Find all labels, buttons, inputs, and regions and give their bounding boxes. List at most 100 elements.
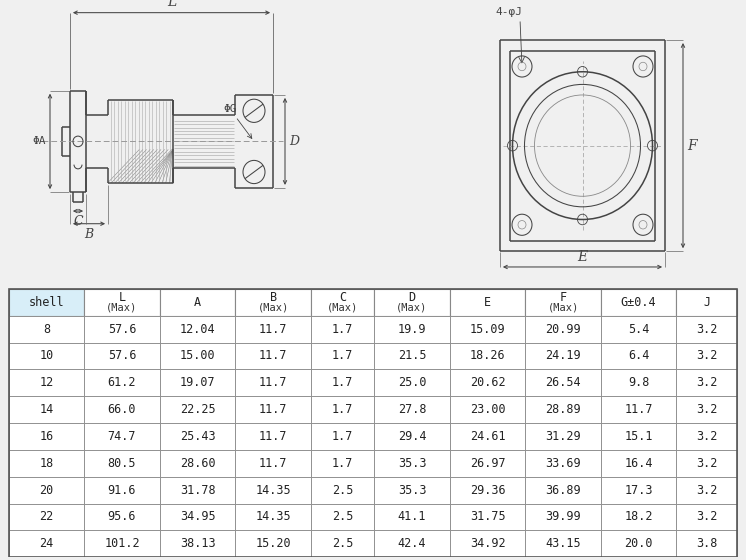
Text: 34.92: 34.92 [470, 537, 505, 550]
Bar [9, 530, 84, 557]
Bar [450, 477, 525, 503]
Text: L: L [167, 0, 176, 10]
Text: 95.6: 95.6 [107, 511, 137, 524]
Bar [601, 503, 677, 530]
Bar [9, 450, 84, 477]
Text: 14.35: 14.35 [255, 511, 291, 524]
Text: 28.60: 28.60 [180, 457, 216, 470]
Text: 3.2: 3.2 [696, 323, 718, 335]
Text: 4-φJ: 4-φJ [495, 7, 522, 17]
Bar [311, 370, 374, 396]
Text: 61.2: 61.2 [107, 376, 137, 389]
Bar [525, 289, 601, 316]
Text: G±0.4: G±0.4 [621, 296, 656, 309]
Bar [235, 423, 311, 450]
Text: 11.7: 11.7 [259, 376, 287, 389]
Text: 18.26: 18.26 [470, 349, 505, 362]
Text: ΦA: ΦA [33, 137, 46, 146]
Bar [601, 423, 677, 450]
Bar [677, 316, 737, 343]
Bar [374, 477, 450, 503]
Bar [160, 289, 235, 316]
Text: 12: 12 [40, 376, 54, 389]
Text: 74.7: 74.7 [107, 430, 137, 443]
Bar [160, 477, 235, 503]
Bar [160, 423, 235, 450]
Text: 33.69: 33.69 [545, 457, 581, 470]
Text: 15.09: 15.09 [470, 323, 505, 335]
Bar [601, 396, 677, 423]
Text: 11.7: 11.7 [259, 457, 287, 470]
Text: 20.99: 20.99 [545, 323, 581, 335]
Text: 1.7: 1.7 [332, 376, 353, 389]
Text: 80.5: 80.5 [107, 457, 137, 470]
Bar [525, 423, 601, 450]
Bar [311, 289, 374, 316]
Bar [374, 316, 450, 343]
Text: 22: 22 [40, 511, 54, 524]
Bar [84, 343, 160, 370]
Bar [311, 423, 374, 450]
Bar [311, 530, 374, 557]
Text: L: L [119, 291, 125, 304]
Text: A: A [194, 296, 201, 309]
Text: 2.5: 2.5 [332, 537, 353, 550]
Bar [160, 316, 235, 343]
Text: 29.36: 29.36 [470, 484, 505, 497]
Bar [235, 530, 311, 557]
Text: ΦG: ΦG [223, 104, 252, 138]
Text: 18: 18 [40, 457, 54, 470]
Text: 17.3: 17.3 [624, 484, 653, 497]
Text: 20.62: 20.62 [470, 376, 505, 389]
Bar [525, 343, 601, 370]
Text: 15.1: 15.1 [624, 430, 653, 443]
Bar [235, 289, 311, 316]
Bar [311, 316, 374, 343]
Text: 6.4: 6.4 [628, 349, 649, 362]
Text: 1.7: 1.7 [332, 349, 353, 362]
Bar [160, 530, 235, 557]
Bar [9, 343, 84, 370]
Text: (Max): (Max) [107, 303, 137, 312]
Text: 3.2: 3.2 [696, 430, 718, 443]
Text: 101.2: 101.2 [104, 537, 140, 550]
Text: 31.78: 31.78 [180, 484, 216, 497]
Bar [235, 503, 311, 530]
Text: C: C [339, 291, 346, 304]
Bar [160, 396, 235, 423]
Text: 41.1: 41.1 [398, 511, 426, 524]
Bar [160, 370, 235, 396]
Text: 16.4: 16.4 [624, 457, 653, 470]
Text: 57.6: 57.6 [107, 349, 137, 362]
Text: 16: 16 [40, 430, 54, 443]
Bar [311, 343, 374, 370]
Text: 31.75: 31.75 [470, 511, 505, 524]
Text: 1.7: 1.7 [332, 430, 353, 443]
Bar [311, 503, 374, 530]
Text: (Max): (Max) [396, 303, 427, 312]
Text: 21.5: 21.5 [398, 349, 426, 362]
Bar [601, 316, 677, 343]
Text: 15.20: 15.20 [255, 537, 291, 550]
Bar [84, 503, 160, 530]
Bar [677, 503, 737, 530]
Bar [9, 477, 84, 503]
Text: 24.61: 24.61 [470, 430, 505, 443]
Text: 8: 8 [43, 323, 50, 335]
Text: 3.2: 3.2 [696, 511, 718, 524]
Text: 38.13: 38.13 [180, 537, 216, 550]
Bar [160, 503, 235, 530]
Bar [84, 316, 160, 343]
Bar [235, 370, 311, 396]
Text: 35.3: 35.3 [398, 484, 426, 497]
Bar [677, 343, 737, 370]
Text: 28.89: 28.89 [545, 403, 581, 416]
Bar [525, 370, 601, 396]
Text: 26.97: 26.97 [470, 457, 505, 470]
Text: 26.54: 26.54 [545, 376, 581, 389]
Text: 57.6: 57.6 [107, 323, 137, 335]
Text: 9.8: 9.8 [628, 376, 649, 389]
Bar [84, 289, 160, 316]
Bar [601, 450, 677, 477]
Bar [677, 396, 737, 423]
